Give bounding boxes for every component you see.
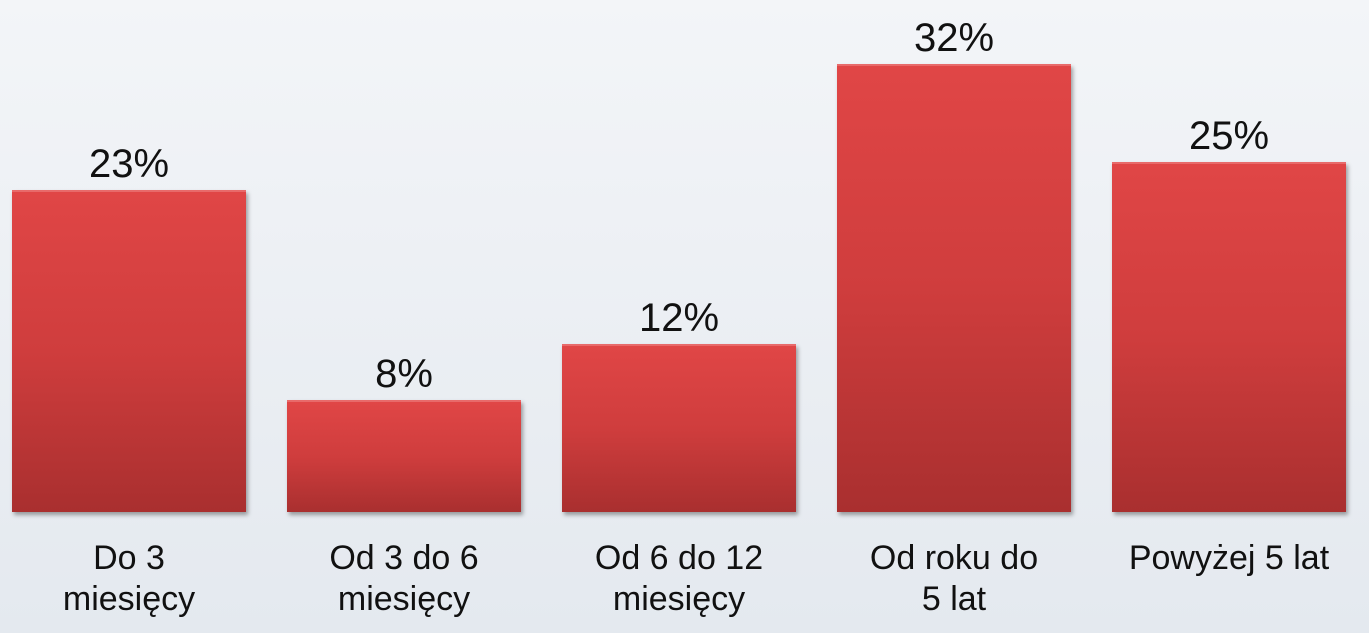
value-label: 32% xyxy=(913,16,995,60)
value-label: 23% xyxy=(88,142,170,186)
x-tick-label: Od 6 do 12 miesięcy xyxy=(594,539,764,618)
bar xyxy=(1112,162,1346,512)
value-label: 12% xyxy=(638,296,720,340)
x-tick-label: Powyżej 5 lat xyxy=(1128,539,1330,577)
value-label: 8% xyxy=(375,352,433,396)
x-tick-label: Do 3 miesięcy xyxy=(62,539,196,618)
x-tick-label: Od 3 do 6 miesięcy xyxy=(329,539,479,618)
bar xyxy=(12,190,246,512)
value-label: 25% xyxy=(1188,114,1270,158)
x-tick-label: Od roku do 5 lat xyxy=(869,539,1039,618)
bar xyxy=(562,344,796,512)
bar xyxy=(837,64,1071,512)
bar xyxy=(287,400,521,512)
